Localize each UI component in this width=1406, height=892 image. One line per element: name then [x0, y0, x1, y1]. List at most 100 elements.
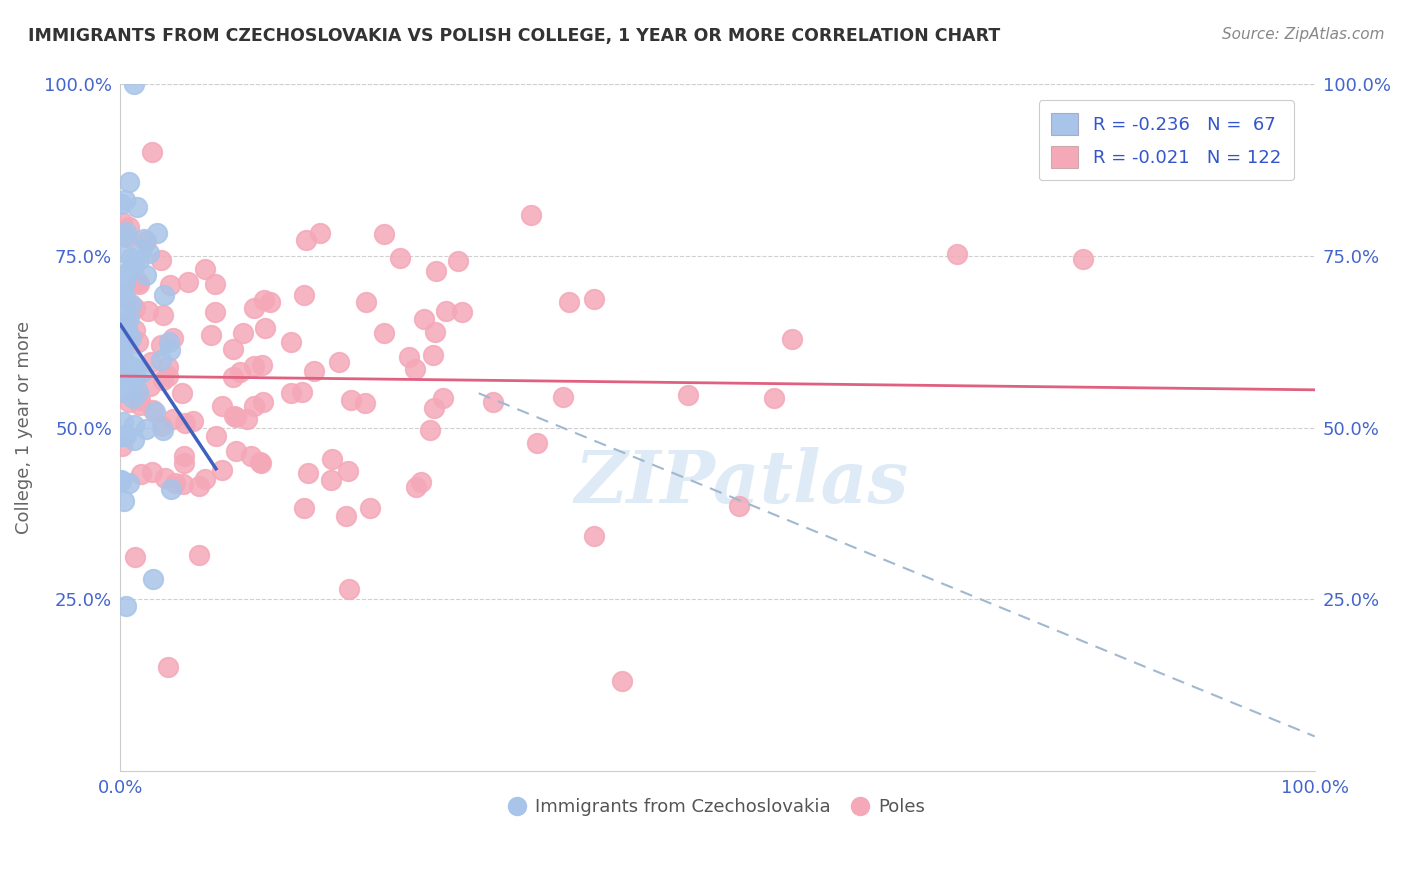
- Point: [173, 456, 195, 470]
- Point: [115, 230, 138, 244]
- Point: [122, 391, 145, 405]
- Point: [122, 78, 145, 92]
- Point: [181, 414, 204, 428]
- Point: [115, 428, 138, 442]
- Point: [389, 252, 412, 266]
- Point: [117, 326, 139, 340]
- Point: [118, 311, 141, 326]
- Point: [159, 343, 181, 357]
- Point: [519, 208, 541, 222]
- Point: [727, 500, 749, 514]
- Point: [243, 301, 266, 315]
- Point: [110, 344, 132, 359]
- Point: [551, 390, 574, 404]
- Point: [157, 360, 180, 375]
- Point: [112, 494, 135, 508]
- Point: [122, 355, 145, 369]
- Point: [422, 348, 444, 362]
- Point: [112, 229, 135, 244]
- Point: [254, 321, 277, 335]
- Point: [114, 368, 136, 383]
- Point: [205, 429, 228, 443]
- Point: [188, 548, 211, 562]
- Point: [112, 292, 135, 306]
- Point: [141, 145, 163, 160]
- Point: [172, 385, 194, 400]
- Point: [252, 394, 274, 409]
- Point: [114, 599, 136, 613]
- Point: [114, 290, 136, 304]
- Point: [165, 476, 187, 491]
- Point: [142, 572, 165, 586]
- Point: [447, 254, 470, 268]
- Point: [250, 358, 273, 372]
- Point: [159, 482, 181, 496]
- Point: [110, 429, 132, 443]
- Point: [135, 234, 157, 248]
- Point: [423, 401, 446, 415]
- Point: [356, 294, 378, 309]
- Text: Source: ZipAtlas.com: Source: ZipAtlas.com: [1222, 27, 1385, 42]
- Point: [121, 375, 143, 389]
- Point: [194, 262, 217, 277]
- Point: [152, 308, 174, 322]
- Point: [236, 412, 259, 426]
- Point: [124, 301, 146, 316]
- Point: [200, 327, 222, 342]
- Point: [125, 200, 148, 214]
- Point: [114, 193, 136, 207]
- Point: [114, 275, 136, 289]
- Point: [373, 227, 395, 242]
- Point: [405, 480, 427, 494]
- Point: [111, 214, 134, 228]
- Point: [117, 317, 139, 331]
- Point: [115, 333, 138, 347]
- Point: [135, 422, 157, 436]
- Point: [297, 466, 319, 480]
- Point: [129, 467, 152, 481]
- Point: [259, 295, 281, 310]
- Point: [141, 466, 163, 480]
- Point: [122, 259, 145, 273]
- Point: [162, 412, 184, 426]
- Point: [111, 380, 134, 394]
- Point: [124, 550, 146, 565]
- Point: [558, 294, 581, 309]
- Point: [110, 473, 132, 487]
- Point: [150, 253, 173, 268]
- Point: [239, 449, 262, 463]
- Point: [451, 305, 474, 319]
- Point: [321, 452, 343, 467]
- Legend: Immigrants from Czechoslovakia, Poles: Immigrants from Czechoslovakia, Poles: [503, 791, 932, 823]
- Point: [131, 366, 153, 380]
- Point: [125, 370, 148, 384]
- Point: [250, 456, 273, 470]
- Point: [120, 262, 142, 277]
- Point: [211, 463, 233, 477]
- Point: [159, 278, 181, 293]
- Point: [128, 252, 150, 267]
- Point: [152, 423, 174, 437]
- Point: [150, 419, 173, 434]
- Point: [328, 355, 350, 369]
- Point: [143, 405, 166, 419]
- Point: [373, 326, 395, 340]
- Point: [204, 277, 226, 291]
- Point: [398, 350, 420, 364]
- Point: [337, 582, 360, 597]
- Point: [610, 674, 633, 689]
- Text: IMMIGRANTS FROM CZECHOSLOVAKIA VS POLISH COLLEGE, 1 YEAR OR MORE CORRELATION CHA: IMMIGRANTS FROM CZECHOSLOVAKIA VS POLISH…: [28, 27, 1001, 45]
- Point: [110, 196, 132, 211]
- Point: [211, 399, 233, 413]
- Point: [419, 423, 441, 437]
- Point: [194, 472, 217, 486]
- Point: [111, 439, 134, 453]
- Point: [112, 244, 135, 259]
- Point: [423, 325, 446, 339]
- Point: [280, 386, 302, 401]
- Point: [114, 225, 136, 239]
- Point: [149, 353, 172, 368]
- Point: [127, 385, 149, 400]
- Y-axis label: College, 1 year or more: College, 1 year or more: [15, 321, 32, 534]
- Point: [354, 396, 377, 410]
